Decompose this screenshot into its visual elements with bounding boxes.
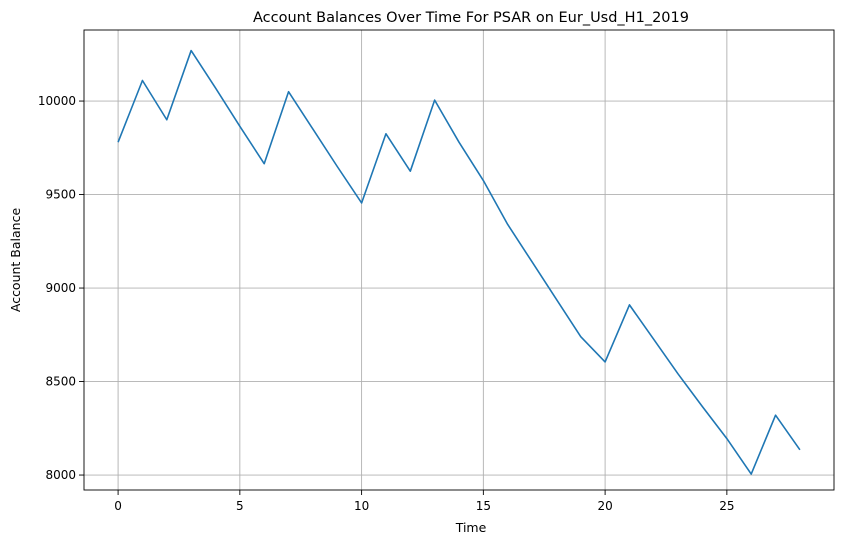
series-layer (117, 49, 801, 475)
series-line (117, 49, 801, 475)
x-axis: 0 5 10 15 20 25 (114, 490, 734, 513)
x-tick-label: 15 (476, 499, 491, 513)
y-tick-label: 9500 (45, 188, 76, 202)
x-tick-label: 10 (354, 499, 369, 513)
y-tick-label: 10000 (38, 94, 76, 108)
y-axis: 8000 8500 9000 9500 10000 (38, 94, 84, 482)
y-tick-label: 9000 (45, 281, 76, 295)
x-tick-label: 20 (597, 499, 612, 513)
y-tick-label: 8000 (45, 468, 76, 482)
x-axis-label: Time (455, 520, 487, 535)
grid-lines (84, 30, 834, 490)
chart-title: Account Balances Over Time For PSAR on E… (253, 10, 689, 26)
x-tick-label: 25 (719, 499, 734, 513)
x-tick-label: 0 (114, 499, 122, 513)
y-tick-label: 8500 (45, 375, 76, 389)
x-tick-label: 5 (236, 499, 244, 513)
plot-frame (83, 29, 835, 491)
y-axis-label: Account Balance (8, 208, 23, 313)
